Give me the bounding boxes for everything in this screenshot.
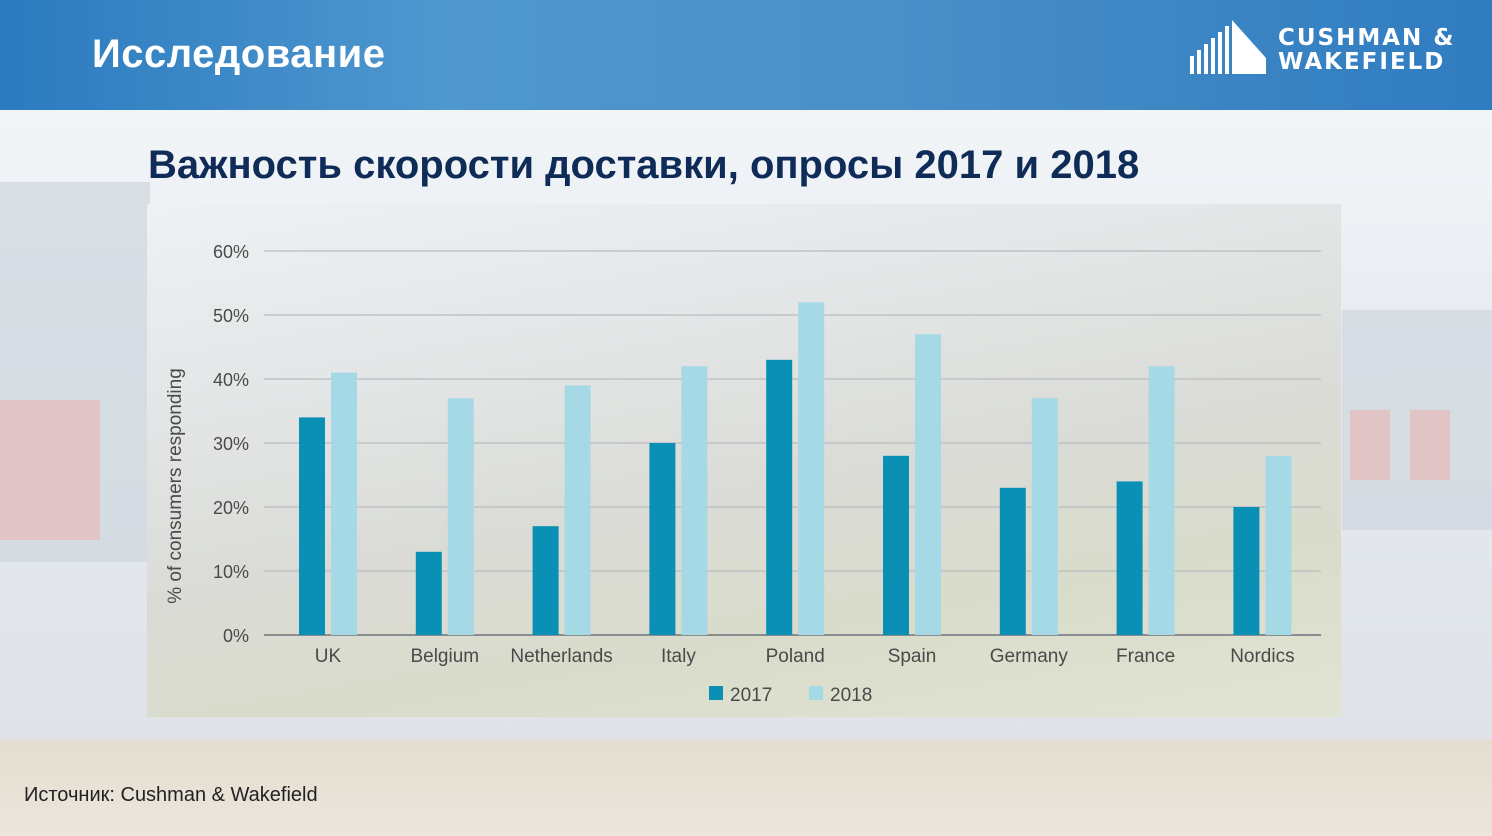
x-tick-label: UK xyxy=(315,646,342,667)
bar-2018-france xyxy=(1148,366,1175,635)
y-tick-label: 60% xyxy=(213,242,249,262)
cushman-wakefield-logo: CUSHMAN & WAKEFIELD xyxy=(1188,18,1468,80)
bar-2017-poland xyxy=(766,359,793,635)
logo-wordmark: CUSHMAN & WAKEFIELD xyxy=(1278,26,1455,74)
bar-2017-france xyxy=(1116,481,1143,635)
source-note: Источник: Cushman & Wakefield xyxy=(24,784,318,806)
bottom-pavement xyxy=(0,740,1492,836)
bar-2018-uk xyxy=(331,372,357,635)
bar-2017-belgium xyxy=(415,551,442,635)
bar-chart: 0% 10% 20% 30% 40% 50% 60% UK Belgium Netherland… xyxy=(165,242,1321,706)
section-title: Исследование xyxy=(92,32,386,76)
loading-door-right-1 xyxy=(1350,410,1390,480)
bar-2017-uk xyxy=(299,417,325,635)
chart-bars xyxy=(299,302,1292,635)
loading-door-right-2 xyxy=(1410,410,1450,480)
bar-2018-italy xyxy=(681,366,708,635)
logo-line-1: CUSHMAN & xyxy=(1278,25,1456,51)
bar-2018-germany xyxy=(1031,398,1058,635)
legend-swatch-2017 xyxy=(709,686,723,700)
bar-2018-poland xyxy=(798,302,825,635)
x-tick-label: France xyxy=(1116,646,1175,667)
logo-line-2: WAKEFIELD xyxy=(1278,49,1446,75)
bar-2018-belgium xyxy=(447,398,474,635)
x-tick-label: Nordics xyxy=(1230,646,1294,667)
x-tick-label: Netherlands xyxy=(510,646,612,667)
y-axis-label: % of consumers responding xyxy=(165,368,186,604)
bar-2017-netherlands xyxy=(532,526,559,635)
bar-2017-germany xyxy=(999,487,1026,635)
bar-2017-italy xyxy=(649,443,676,635)
x-tick-label: Italy xyxy=(661,646,696,667)
loading-door-left xyxy=(0,400,100,540)
header-bar: Исследование CUSHMAN & WAKEFIELD xyxy=(0,0,1492,110)
legend-swatch-2018 xyxy=(809,686,823,700)
legend-label-2017: 2017 xyxy=(730,685,772,706)
x-tick-label: Belgium xyxy=(410,646,479,667)
y-tick-label: 20% xyxy=(213,498,249,518)
bar-2018-spain xyxy=(915,334,941,635)
x-axis-ticks: UK Belgium Netherlands Italy Poland Spain Germ… xyxy=(315,646,1295,667)
bar-2018-netherlands xyxy=(564,385,591,635)
x-tick-label: Germany xyxy=(990,646,1069,667)
bar-2018-nordics xyxy=(1265,455,1292,635)
bar-2017-nordics xyxy=(1233,507,1260,635)
chart-legend: 2017 2018 xyxy=(709,685,872,706)
slide-title: Важность скорости доставки, опросы 2017 … xyxy=(148,143,1140,187)
y-tick-label: 40% xyxy=(213,370,249,390)
y-tick-label: 30% xyxy=(213,434,249,454)
legend-label-2018: 2018 xyxy=(830,685,872,706)
chart-panel: 0% 10% 20% 30% 40% 50% 60% UK Belgium Netherland… xyxy=(147,204,1341,717)
y-tick-label: 50% xyxy=(213,306,249,326)
logo-building-icon xyxy=(1190,20,1266,74)
bar-2017-spain xyxy=(883,455,909,635)
y-tick-label: 0% xyxy=(223,626,249,646)
x-tick-label: Spain xyxy=(888,646,937,667)
y-axis-ticks: 0% 10% 20% 30% 40% 50% 60% xyxy=(213,242,249,646)
y-tick-label: 10% xyxy=(213,562,249,582)
x-tick-label: Poland xyxy=(766,646,825,667)
